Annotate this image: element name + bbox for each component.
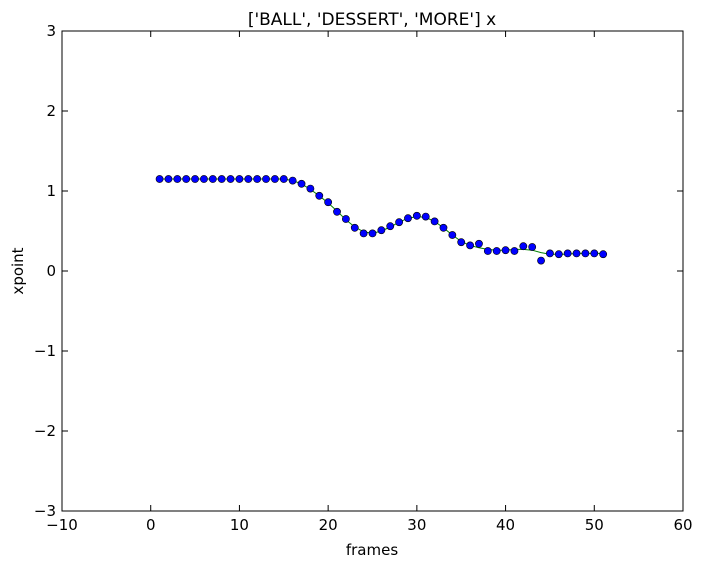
y-tick-label: 2 <box>46 102 56 120</box>
y-tick-label: −2 <box>34 422 56 440</box>
data-point <box>590 249 599 258</box>
data-point <box>537 256 545 265</box>
data-point <box>563 249 572 258</box>
data-point <box>572 249 581 258</box>
data-point <box>421 212 430 221</box>
y-axis-label: xpoint <box>9 247 27 294</box>
data-point <box>581 249 590 258</box>
data-point <box>404 214 412 223</box>
plot-background <box>62 31 683 511</box>
data-point <box>448 231 457 239</box>
x-tick-label: 10 <box>230 516 249 534</box>
data-point <box>546 249 554 258</box>
data-point <box>359 229 368 238</box>
x-tick-label: 0 <box>146 516 156 534</box>
x-tick-label: 60 <box>673 516 692 534</box>
data-point <box>253 175 262 183</box>
data-point <box>341 215 350 223</box>
data-point <box>475 239 483 248</box>
data-point <box>395 218 404 227</box>
data-point <box>501 246 510 255</box>
data-point <box>182 175 191 183</box>
y-tick-label: 3 <box>46 22 56 40</box>
data-point <box>333 207 341 216</box>
data-point <box>324 198 333 207</box>
data-point <box>262 175 270 183</box>
chart-title: ['BALL', 'DESSERT', 'MORE'] x <box>248 10 496 30</box>
data-point <box>155 175 164 183</box>
x-tick-label: 40 <box>496 516 515 534</box>
x-tick-label: 30 <box>407 516 426 534</box>
y-tick-label: −1 <box>34 342 56 360</box>
data-point <box>386 222 395 231</box>
data-point <box>217 175 226 183</box>
data-point <box>350 223 359 232</box>
data-point <box>599 250 608 259</box>
data-point <box>226 175 235 183</box>
ticks-layer <box>61 30 684 512</box>
data-point <box>164 175 173 183</box>
data-point <box>271 175 279 183</box>
data-point <box>439 223 448 232</box>
data-point <box>510 247 519 255</box>
points-layer <box>155 175 608 265</box>
data-point <box>368 229 377 238</box>
data-point <box>519 242 528 251</box>
y-tick-label: 0 <box>46 262 56 280</box>
data-point <box>528 243 537 251</box>
data-point <box>279 175 288 183</box>
data-point <box>412 211 421 220</box>
data-point <box>457 238 466 247</box>
data-point <box>244 175 253 183</box>
x-axis-label: frames <box>346 541 398 559</box>
y-tick-label: 1 <box>46 182 56 200</box>
data-point <box>173 175 182 183</box>
data-point <box>466 241 474 250</box>
data-point <box>200 175 208 183</box>
data-point <box>492 247 501 255</box>
y-tick-label: −3 <box>34 502 56 520</box>
data-point <box>306 184 315 193</box>
data-point <box>297 179 306 188</box>
data-point <box>191 175 199 183</box>
data-point <box>208 175 217 183</box>
data-point <box>315 191 324 200</box>
x-tick-label: −10 <box>46 516 78 534</box>
x-tick-label: 50 <box>585 516 604 534</box>
data-point <box>483 247 492 255</box>
data-point <box>430 217 439 226</box>
data-point <box>377 226 386 235</box>
data-point <box>235 175 244 183</box>
data-point <box>554 250 563 259</box>
x-tick-label: 20 <box>319 516 338 534</box>
data-point <box>288 176 297 185</box>
